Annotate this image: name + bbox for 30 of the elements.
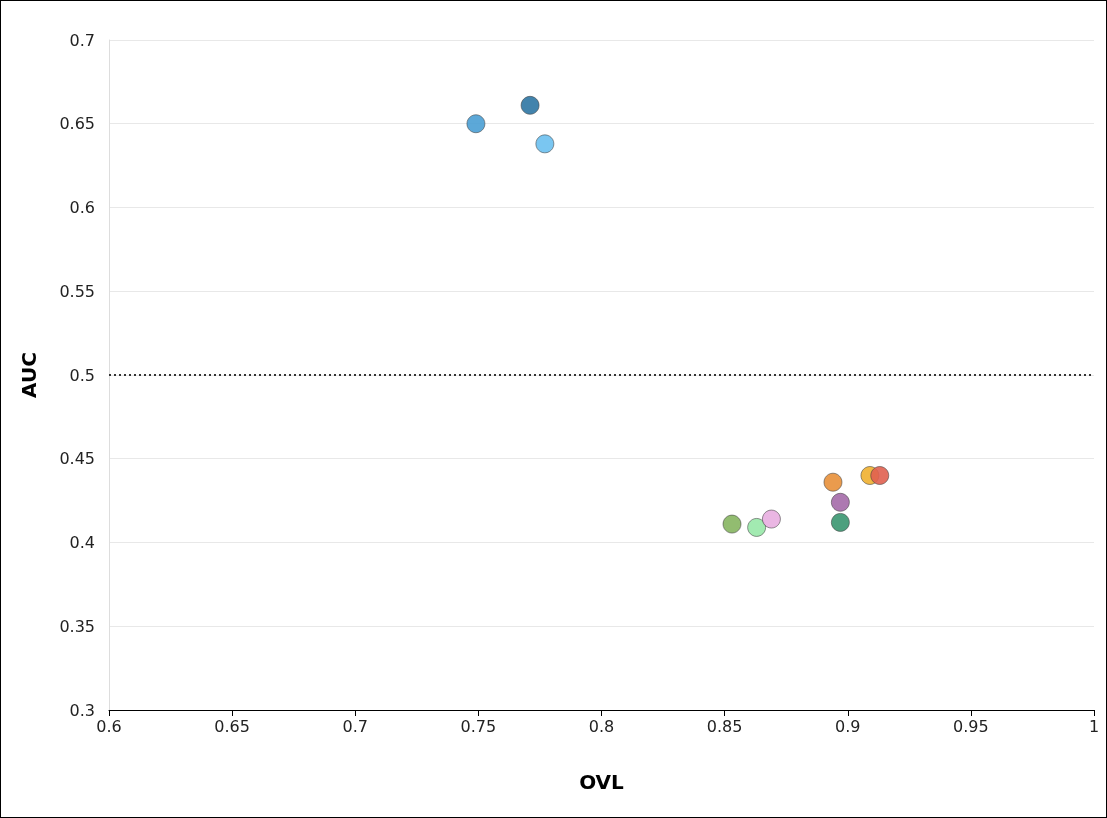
- point: [747, 517, 767, 537]
- point: [870, 466, 890, 485]
- y-tick-label: 0.35: [59, 616, 95, 636]
- x-tick-label: 0.9: [835, 716, 861, 736]
- x-axis-title: OVL: [579, 770, 625, 794]
- point: [823, 472, 843, 492]
- x-tick-label: 0.6: [96, 716, 122, 736]
- y-tick-label: 0.3: [69, 700, 95, 720]
- point: [830, 512, 850, 532]
- x-tick-label: 0.65: [214, 716, 250, 736]
- y-tick-label: 0.7: [69, 30, 95, 50]
- point: [761, 509, 781, 529]
- y-tick-label: 0.6: [69, 198, 95, 217]
- point: [535, 134, 555, 154]
- point: [830, 492, 850, 512]
- y-tick-label: 0.45: [59, 449, 95, 469]
- point: [466, 114, 486, 134]
- y-tick-label: 0.65: [59, 114, 95, 134]
- point: [520, 95, 540, 115]
- y-tick-label: 0.4: [69, 533, 95, 552]
- x-tick-label: 1: [1088, 716, 1100, 736]
- x-tick-label: 0.75: [460, 716, 497, 736]
- x-tick-label: 0.8: [588, 716, 615, 736]
- y-tick-label: 0.55: [59, 281, 95, 301]
- y-tick-label: 0.5: [69, 365, 95, 385]
- x-tick-label: 0.95: [953, 716, 989, 736]
- x-tick-label: 0.85: [706, 716, 743, 736]
- y-axis-title: AUC: [17, 352, 41, 398]
- x-tick-label: 0.7: [342, 716, 368, 736]
- point: [722, 514, 742, 534]
